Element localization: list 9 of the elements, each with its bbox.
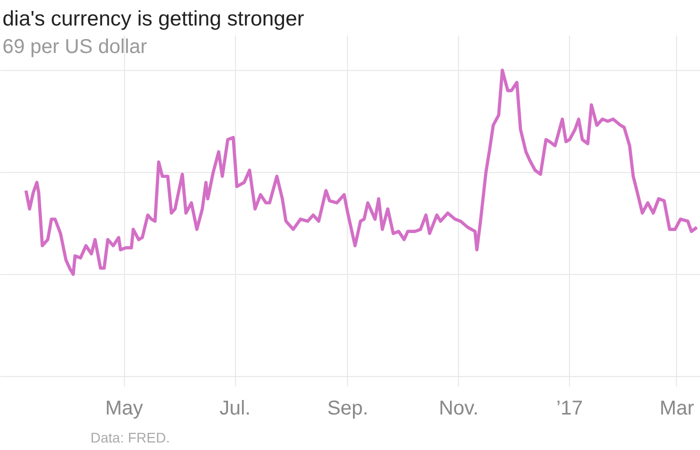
x-tick-label: ’17 xyxy=(556,398,583,420)
x-tick-label: Nov. xyxy=(438,398,479,420)
x-tick-label: May xyxy=(105,398,144,420)
x-tick-label: Mar xyxy=(660,398,694,420)
text: Data: FRED. xyxy=(90,430,170,446)
x-tick-label: Jul. xyxy=(219,398,251,420)
text: 69 per US dollar xyxy=(2,36,148,58)
chart-title: dia's currency is getting stronger xyxy=(2,8,304,30)
x-tick-label: Sep. xyxy=(327,398,368,420)
